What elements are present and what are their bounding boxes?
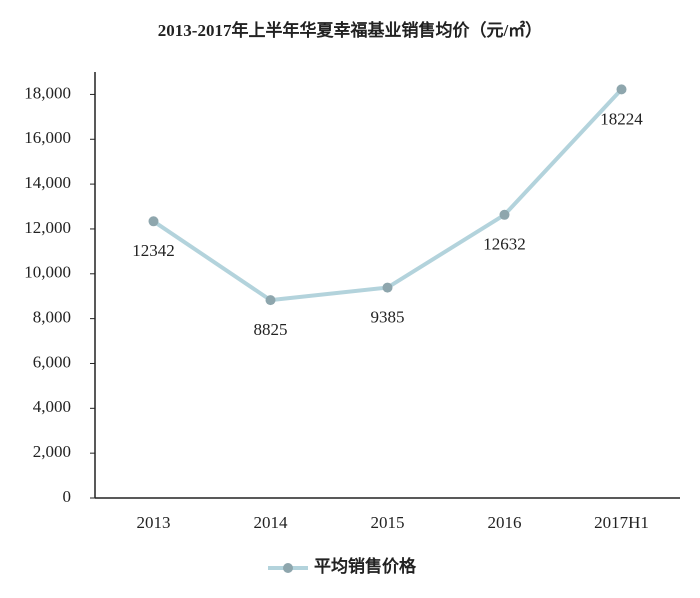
y-tick-label: 6,000 <box>33 352 71 371</box>
line <box>152 88 623 303</box>
data-label: 12632 <box>483 235 526 254</box>
y-tick-label: 10,000 <box>24 263 71 282</box>
x-tick-label: 2013 <box>137 513 171 532</box>
x-tick-label: 2016 <box>488 513 522 532</box>
y-tick-label: 16,000 <box>24 128 71 147</box>
marker <box>148 216 159 227</box>
chart-title: 2013-2017年上半年华夏幸福基业销售均价（元/㎡） <box>158 20 542 40</box>
y-tick-label: 8,000 <box>33 308 71 327</box>
y-tick-label: 18,000 <box>24 83 71 102</box>
data-label: 9385 <box>371 307 405 326</box>
legend-label: 平均销售价格 <box>314 556 417 576</box>
marker <box>616 84 627 95</box>
data-label: 18224 <box>600 109 643 128</box>
x-tick-label: 2015 <box>371 513 405 532</box>
y-tick-label: 12,000 <box>24 218 71 237</box>
x-tick-label: 2017H1 <box>594 513 649 532</box>
marker <box>382 282 393 293</box>
marker <box>499 209 510 220</box>
y-tick-label: 2,000 <box>33 442 71 461</box>
x-tick-label: 2014 <box>254 513 289 532</box>
y-tick-label: 0 <box>63 487 72 506</box>
y-tick-label: 4,000 <box>33 397 71 416</box>
data-label: 8825 <box>254 320 288 339</box>
marker <box>265 295 276 306</box>
data-label: 12342 <box>132 241 175 260</box>
y-tick-label: 14,000 <box>24 173 71 192</box>
legend-marker <box>283 563 293 573</box>
